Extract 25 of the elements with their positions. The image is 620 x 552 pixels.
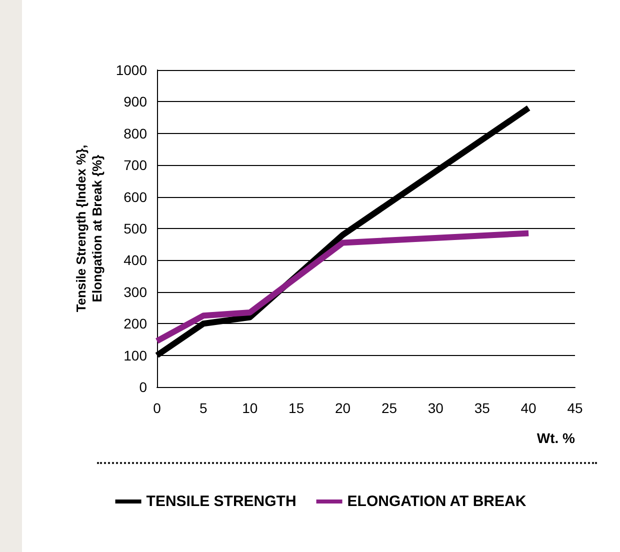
x-tick-label: 10: [242, 400, 258, 416]
x-axis-title: Wt. %: [536, 430, 576, 446]
x-tick-label: 20: [334, 400, 351, 416]
x-tick-label: 35: [474, 400, 490, 416]
x-tick-label: 25: [381, 400, 398, 416]
x-tick-label: 45: [567, 400, 583, 416]
y-tick-label: 600: [124, 188, 148, 205]
x-tick-label: 15: [288, 400, 304, 416]
x-tick-label: 40: [520, 400, 537, 416]
y-tick-label: 800: [124, 125, 148, 142]
y-tick-label: 500: [124, 220, 148, 236]
legend-label: ELONGATION AT BREAK: [347, 493, 526, 510]
x-tick-label: 5: [200, 400, 208, 416]
y-tick-label: 300: [124, 284, 148, 300]
y-tick-label: 100: [124, 347, 148, 364]
x-tick-label: 30: [428, 400, 444, 416]
y-tick-label: 200: [124, 316, 148, 332]
y-tick-label: 400: [124, 252, 148, 268]
y-tick-label: 900: [124, 94, 148, 110]
x-tick-label: 0: [153, 400, 162, 416]
y-tick-label: 1000: [116, 62, 148, 78]
legend-label: TENSILE STRENGTH: [146, 493, 296, 510]
y-tick-label: 0: [139, 379, 148, 395]
y-axis-title: Tensile Strength {Index %}, Elongation at Break {%}: [73, 144, 104, 312]
y-tick-label: 700: [124, 157, 148, 174]
